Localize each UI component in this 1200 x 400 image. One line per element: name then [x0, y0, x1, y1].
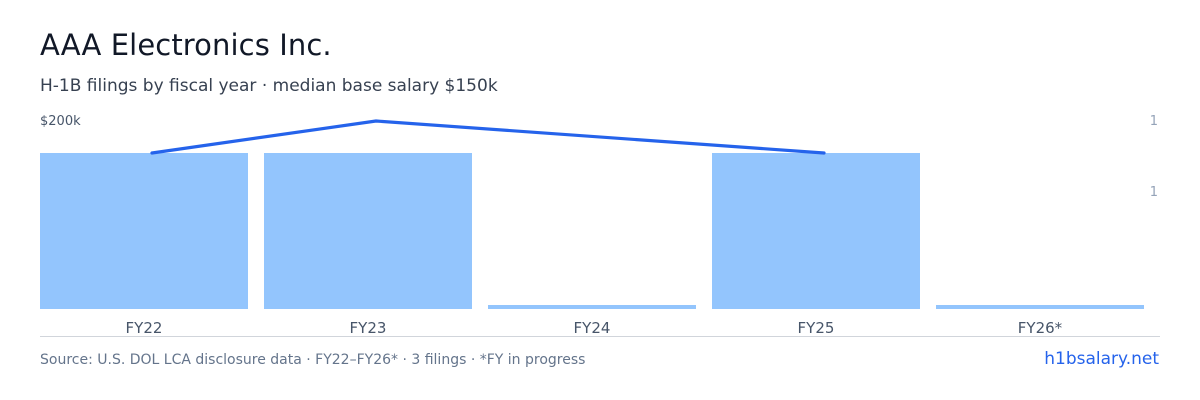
chart-title: AAA Electronics Inc.	[40, 28, 332, 62]
bar-fy25	[712, 153, 920, 309]
bar-fy26	[936, 305, 1144, 309]
right-axis-tick: 1	[1150, 114, 1158, 129]
bar-fy23	[264, 153, 472, 309]
x-tick-label: FY24	[574, 319, 611, 337]
labels-layer: FY22 FY23 FY24 FY25 FY26* $200k 1 1	[40, 114, 1158, 337]
x-tick-label: FY26*	[1018, 319, 1063, 337]
x-tick-label: FY23	[350, 319, 387, 337]
x-tick-label: FY22	[126, 319, 163, 337]
right-axis-tick: 1	[1150, 185, 1158, 200]
left-axis-tick: $200k	[40, 114, 81, 129]
bars-layer	[40, 153, 1144, 309]
salary-line	[150, 119, 826, 155]
footer-source: Source: U.S. DOL LCA disclosure data · F…	[40, 352, 586, 368]
bar-fy24	[488, 305, 696, 309]
chart-subtitle: H-1B filings by fiscal year · median bas…	[40, 76, 498, 96]
x-tick-label: FY25	[798, 319, 835, 337]
brand-link[interactable]: h1bsalary.net	[1044, 349, 1159, 369]
line-layer	[150, 119, 826, 155]
bar-fy22	[40, 153, 248, 309]
